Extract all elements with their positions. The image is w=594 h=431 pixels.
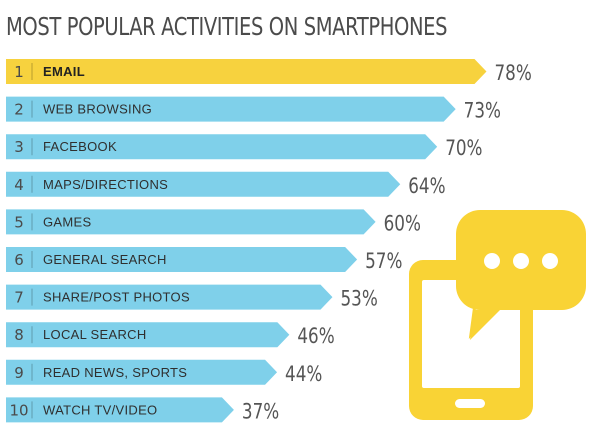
value-label: 57% — [365, 249, 402, 273]
rank-label: 9 — [14, 364, 24, 382]
bar — [6, 397, 234, 423]
category-label: EMAIL — [43, 64, 85, 79]
value-label: 46% — [297, 324, 334, 348]
value-label: 64% — [408, 174, 445, 198]
category-label: LOCAL SEARCH — [43, 327, 147, 342]
bar — [6, 247, 358, 272]
value-label: 53% — [340, 287, 377, 311]
rank-label: 6 — [14, 251, 24, 269]
category-label: GENERAL SEARCH — [43, 252, 167, 267]
value-label: 78% — [494, 61, 531, 85]
bar — [6, 322, 290, 348]
dot-icon — [513, 253, 529, 269]
rank-label: 8 — [14, 326, 24, 344]
rank-label: 10 — [9, 401, 28, 419]
value-label: 70% — [445, 136, 482, 160]
bar — [6, 59, 487, 84]
category-label: READ NEWS, SPORTS — [43, 365, 187, 380]
dot-icon — [542, 253, 558, 269]
category-label: GAMES — [43, 214, 91, 229]
chat-bubble-icon — [456, 210, 586, 340]
bar — [6, 359, 278, 385]
value-label: 60% — [384, 212, 421, 236]
rank-label: 2 — [14, 101, 24, 119]
bar — [6, 96, 456, 122]
chart-title: MOST POPULAR ACTIVITIES ON SMARTPHONES — [6, 12, 448, 41]
value-label: 37% — [242, 400, 279, 424]
value-label: 44% — [285, 362, 322, 386]
rank-label: 4 — [14, 176, 24, 194]
rank-label: 7 — [14, 289, 24, 307]
value-label: 73% — [464, 99, 501, 123]
category-label: FACEBOOK — [43, 139, 117, 154]
bar — [6, 284, 333, 310]
dot-icon — [484, 253, 500, 269]
bar — [6, 209, 376, 235]
category-label: WEB BROWSING — [43, 102, 152, 117]
rank-label: 1 — [14, 63, 24, 81]
bar — [6, 171, 401, 197]
rank-label: 3 — [14, 138, 24, 156]
category-label: SHARE/POST PHOTOS — [43, 290, 190, 305]
category-label: WATCH TV/VIDEO — [43, 402, 157, 417]
rank-label: 5 — [14, 213, 24, 231]
category-label: MAPS/DIRECTIONS — [43, 177, 168, 192]
bar — [6, 134, 438, 160]
